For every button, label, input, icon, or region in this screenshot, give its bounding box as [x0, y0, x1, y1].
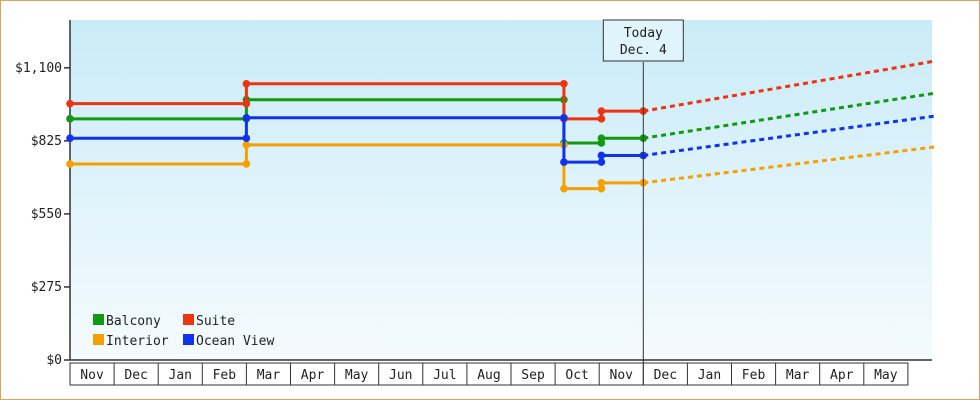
series-point — [242, 160, 251, 168]
y-axis: $0 $275 $550 $825 $1,100 — [15, 20, 71, 368]
series-point — [560, 184, 568, 193]
x-tick-label: Dec — [124, 368, 147, 383]
today-marker: Today Dec. 4 — [602, 19, 684, 385]
series-point — [66, 160, 74, 168]
plot-background — [70, 20, 932, 360]
series-point — [597, 151, 606, 160]
y-tick-label: $275 — [31, 280, 62, 295]
y-tick-label: $550 — [31, 207, 62, 222]
x-tick-label: Jan — [169, 368, 192, 383]
y-tick-label: $825 — [31, 134, 62, 149]
x-tick-label: May — [874, 368, 898, 383]
series-point — [597, 107, 606, 115]
x-tick-label: Feb — [742, 368, 766, 383]
x-tick-label: Apr — [301, 368, 325, 383]
x-tick-label: Oct — [565, 368, 588, 383]
legend-label: Balcony — [106, 314, 161, 329]
x-axis: Nov Dec Jan Feb Mar Apr May Jun Jul Aug Sep Oct Nov D… — [69, 359, 932, 386]
today-label-line2: Dec. 4 — [620, 43, 667, 58]
legend-swatch — [183, 334, 194, 345]
series-point — [66, 99, 74, 108]
x-tick-label: Mar — [257, 368, 281, 383]
series-point — [242, 99, 251, 108]
series-forecast-line — [643, 91, 935, 140]
series-point — [597, 115, 606, 123]
series-point — [242, 134, 251, 143]
x-tick-label: May — [345, 368, 369, 383]
x-tick-label: Nov — [80, 368, 104, 383]
series-point — [242, 113, 251, 122]
series-point — [597, 134, 606, 143]
y-tick-label: $0 — [46, 353, 62, 368]
series-point — [560, 113, 568, 122]
today-label-box — [602, 19, 684, 62]
x-tick-label: Mar — [786, 368, 810, 383]
x-axis-band — [69, 362, 909, 386]
legend-label: Interior — [106, 334, 169, 349]
legend-swatch — [183, 314, 194, 325]
series-forecast-line — [643, 59, 935, 113]
series-point — [597, 179, 606, 187]
series-point — [597, 184, 606, 193]
x-tick-label: Aug — [477, 368, 500, 383]
series-lines — [66, 59, 935, 193]
series-point — [242, 79, 251, 88]
x-tick-label: Jun — [389, 368, 412, 383]
x-tick-label: Nov — [610, 368, 634, 383]
series-point — [560, 158, 568, 166]
legend-swatch — [93, 334, 104, 345]
x-tick-label: Sep — [521, 368, 545, 383]
legend: Balcony Suite Interior Ocean View — [93, 314, 274, 349]
x-tick-label: Feb — [213, 368, 237, 383]
series-point — [242, 141, 251, 149]
x-tick-label: Dec — [654, 368, 677, 383]
series-forecast-line — [643, 145, 935, 185]
series-point — [597, 158, 606, 166]
x-tick-label: Apr — [830, 368, 854, 383]
today-label-line1: Today — [624, 26, 663, 41]
series-forecast-line — [643, 114, 935, 157]
legend-label: Suite — [196, 314, 235, 329]
x-tick-label: Jan — [698, 368, 721, 383]
legend-label: Ocean View — [196, 334, 274, 349]
y-tick-label: $1,100 — [15, 61, 62, 76]
series-point — [66, 134, 74, 143]
legend-swatch — [93, 314, 104, 325]
series-point — [66, 115, 74, 123]
x-tick-label: Jul — [433, 368, 456, 383]
series-point — [560, 79, 568, 88]
